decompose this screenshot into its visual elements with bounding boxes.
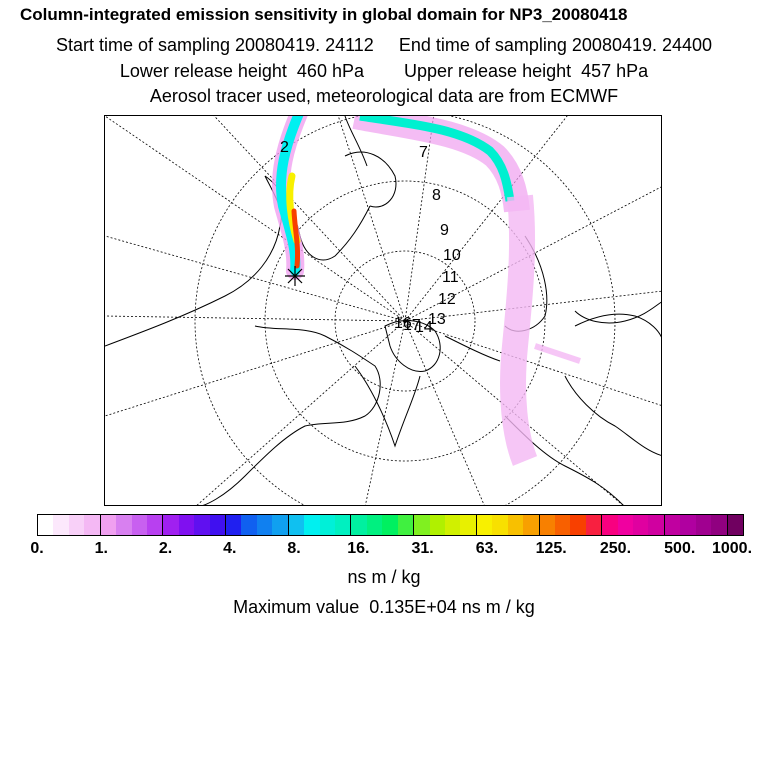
colorbar-tick-label: 1. [94, 540, 108, 557]
colorbar-units: ns m / kg [347, 567, 421, 587]
colorbar-segment [633, 515, 649, 535]
colorbar-segment [287, 515, 305, 535]
colorbar-segment [366, 515, 383, 535]
colorbar-segment [663, 515, 681, 535]
end-time: End time of sampling 20080419. 24400 [398, 35, 713, 55]
day-labels: 2 7 8 9 10 11 12 13 14 16 17 [280, 139, 461, 336]
colorbar-segment [570, 515, 586, 535]
colorbar-tick-label: 125. [535, 540, 567, 557]
plot-title: Column-integrated emission sensitivity i… [20, 5, 628, 24]
day-label: 14 [415, 319, 433, 336]
colorbar-segment [648, 515, 664, 535]
colorbar-segment [162, 515, 179, 535]
day-label: 8 [432, 187, 441, 204]
latitude-circles [194, 116, 616, 505]
day-label: 9 [440, 222, 449, 239]
colorbar-tick-label: 31. [411, 540, 434, 557]
colorbar-tick-label: 2. [158, 540, 173, 557]
colorbar-segment [146, 515, 163, 535]
colorbar-segment [617, 515, 634, 535]
colorbar-tick-label: 250. [599, 540, 632, 557]
release-point-cross-icon [285, 266, 305, 286]
colorbar-segment [68, 515, 85, 535]
day-label: 7 [419, 144, 428, 161]
colorbar-segment [444, 515, 461, 535]
colorbar-segment [492, 515, 508, 535]
colorbar-segment [585, 515, 602, 535]
colorbar-segment [460, 515, 476, 535]
colorbar-segment [507, 515, 524, 535]
coastlines [105, 116, 661, 505]
sampling-times: Start time of sampling 20080419. 24112 E… [0, 35, 768, 56]
colorbar-segment [194, 515, 210, 535]
colorbar-segment [726, 515, 743, 535]
colorbar-segment [429, 515, 445, 535]
upper-release-height: Upper release height 457 hPa [404, 61, 649, 81]
meridians [105, 116, 661, 505]
colorbar-tick-label: 0. [30, 540, 44, 557]
colorbar-segment [601, 515, 618, 535]
colorbar-segment [272, 515, 288, 535]
colorbar-segment [304, 515, 320, 535]
colorbar-segment [256, 515, 273, 535]
colorbar-segment [84, 515, 100, 535]
colorbar-segment [413, 515, 430, 535]
colorbar-segment [178, 515, 195, 535]
colorbar-segment [382, 515, 398, 535]
map-canvas: 2 7 8 9 10 11 12 13 14 16 17 [105, 116, 661, 505]
colorbar-segment [241, 515, 257, 535]
release-heights: Lower release height 460 hPa Upper relea… [0, 61, 768, 82]
day-label: 13 [428, 311, 446, 328]
colorbar-tick-label: 4. [223, 540, 237, 557]
colorbar-tick-label: 63. [475, 540, 499, 557]
lower-release-height: Lower release height 460 hPa [119, 61, 364, 81]
colorbar-segment [523, 515, 539, 535]
colorbar-segment [397, 515, 414, 535]
polar-map: 2 7 8 9 10 11 12 13 14 16 17 [104, 115, 662, 506]
colorbar-segment [695, 515, 712, 535]
colorbar-segment [209, 515, 226, 535]
day-label: 17 [403, 317, 421, 334]
emission-sensitivity-plume [272, 116, 581, 466]
colorbar-tick-label: 500. [664, 540, 696, 557]
colorbar-segment [350, 515, 367, 535]
colorbar-segment [319, 515, 336, 535]
start-time: Start time of sampling 20080419. 24112 [55, 35, 374, 55]
colorbar-tick-label: 1000. [711, 540, 753, 557]
day-label: 11 [442, 269, 459, 286]
colorbar-segment [131, 515, 147, 535]
colorbar-segment [225, 515, 242, 535]
colorbar-segment [116, 515, 132, 535]
colorbar-segment [335, 515, 351, 535]
day-label: 2 [280, 139, 289, 156]
day-label: 10 [443, 247, 461, 264]
colorbar-tick-label: 16. [347, 540, 370, 557]
colorbar-segment [680, 515, 696, 535]
day-label: 16 [394, 315, 412, 332]
colorbar-segment [99, 515, 117, 535]
colorbar-segment [475, 515, 493, 535]
day-label: 12 [438, 291, 456, 308]
colorbar [37, 514, 744, 536]
colorbar-segment [53, 515, 69, 535]
colorbar-segment [554, 515, 571, 535]
colorbar-segment [38, 515, 54, 535]
maximum-value: Maximum value 0.135E+04 ns m / kg [233, 597, 535, 617]
colorbar-segment [538, 515, 555, 535]
colorbar-tick-label: 8. [287, 540, 301, 557]
tracer-note: Aerosol tracer used, meteorological data… [149, 86, 619, 106]
colorbar-segment [711, 515, 727, 535]
